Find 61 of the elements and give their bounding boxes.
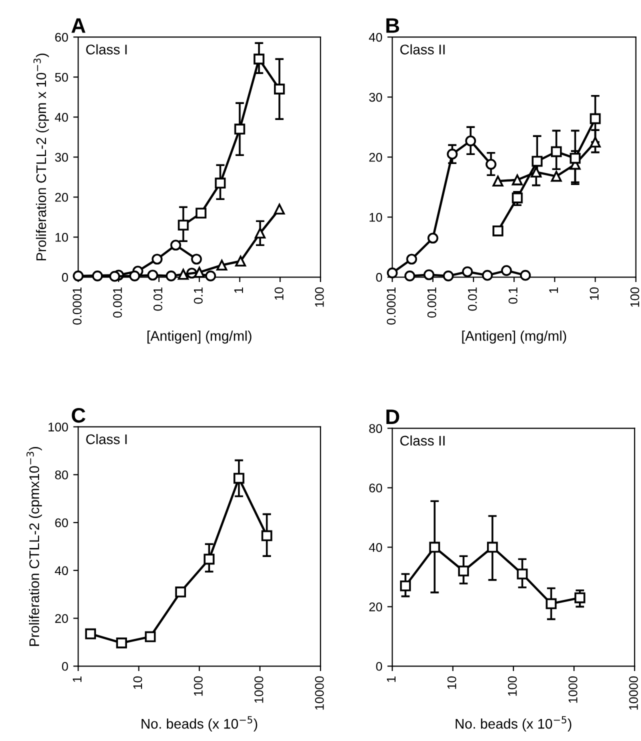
x-tick-label: 100	[630, 287, 640, 307]
y-tick-label: 20	[55, 192, 68, 202]
y-tick-label: 100	[48, 422, 68, 432]
chart-title: B	[386, 18, 400, 33]
x-tick-label: 0.01	[153, 287, 162, 311]
annotation: Class I	[86, 44, 127, 54]
x-tick-label: 100	[194, 676, 203, 696]
x-tick-label: 0.0001	[72, 287, 82, 325]
x-axis-title: [Antigen] (mg/ml)	[147, 330, 252, 344]
x-tick-label: 1000	[254, 676, 264, 703]
chart-title: D	[386, 410, 400, 424]
x-tick-label: 1	[549, 287, 558, 293]
y-tick-label: 20	[369, 602, 382, 612]
x-tick-label: 100	[508, 676, 517, 696]
x-tick-label: 0.001	[113, 287, 122, 318]
x-axis-title: No. beads (x 10$^{−5}$)	[456, 716, 572, 732]
y-tick-label: 80	[55, 470, 68, 480]
y-axis-title: Proliferation CTLL-2 (cpmx10$^{−3}$)	[26, 446, 42, 646]
y-tick-label: 30	[55, 152, 68, 162]
x-tick-label: 1	[386, 676, 396, 682]
x-tick-label: 10000	[629, 676, 638, 710]
y-tick-label: 10	[56, 232, 68, 242]
x-tick-label: 10	[447, 676, 456, 689]
x-tick-label: 10	[133, 676, 142, 689]
annotation: Class I	[86, 434, 127, 444]
x-axis-title: [Antigen] (mg/ml)	[462, 330, 566, 344]
x-tick-label: 1	[234, 287, 243, 293]
y-axis-title: Proliferation CTLL-2 (cpm x 10$^{−3}$)	[33, 54, 49, 260]
annotation: Class II	[400, 44, 445, 54]
y-tick-label: 80	[369, 424, 382, 433]
x-tick-label: 0.1	[194, 287, 203, 304]
y-tick-label: 60	[369, 484, 382, 492]
x-tick-label: 10000	[315, 676, 324, 710]
y-tick-label: 40	[368, 543, 382, 552]
x-tick-label: 100	[315, 287, 324, 307]
y-tick-label: 0	[376, 272, 382, 282]
y-tick-label: 20	[55, 614, 68, 623]
y-tick-label: 40	[368, 32, 382, 42]
x-tick-label: 1	[72, 676, 82, 682]
y-tick-label: 40	[54, 112, 68, 122]
y-tick-label: 0	[62, 272, 68, 282]
chart-title: A	[71, 18, 86, 33]
y-tick-label: 20	[369, 152, 382, 162]
x-tick-label: 0.0001	[386, 287, 396, 325]
y-tick-label: 0	[62, 662, 68, 671]
y-tick-label: 10	[370, 212, 382, 222]
x-tick-label: 0.1	[508, 287, 518, 304]
y-tick-label: 0	[376, 662, 382, 671]
x-tick-label: 0.01	[468, 287, 477, 311]
x-tick-label: 10	[274, 287, 284, 300]
y-tick-label: 60	[55, 518, 68, 528]
y-tick-label: 40	[54, 566, 68, 576]
x-tick-label: 1000	[568, 676, 578, 703]
y-tick-label: 50	[55, 72, 68, 82]
x-tick-label: 0.001	[427, 287, 436, 318]
x-axis-title: No. beads (x 10$^{−5}$)	[142, 716, 258, 732]
x-tick-label: 10	[590, 287, 599, 300]
chart-title: C	[72, 408, 86, 423]
annotation: Class II	[400, 435, 445, 446]
y-tick-label: 30	[369, 92, 382, 102]
y-tick-label: 60	[55, 32, 68, 42]
